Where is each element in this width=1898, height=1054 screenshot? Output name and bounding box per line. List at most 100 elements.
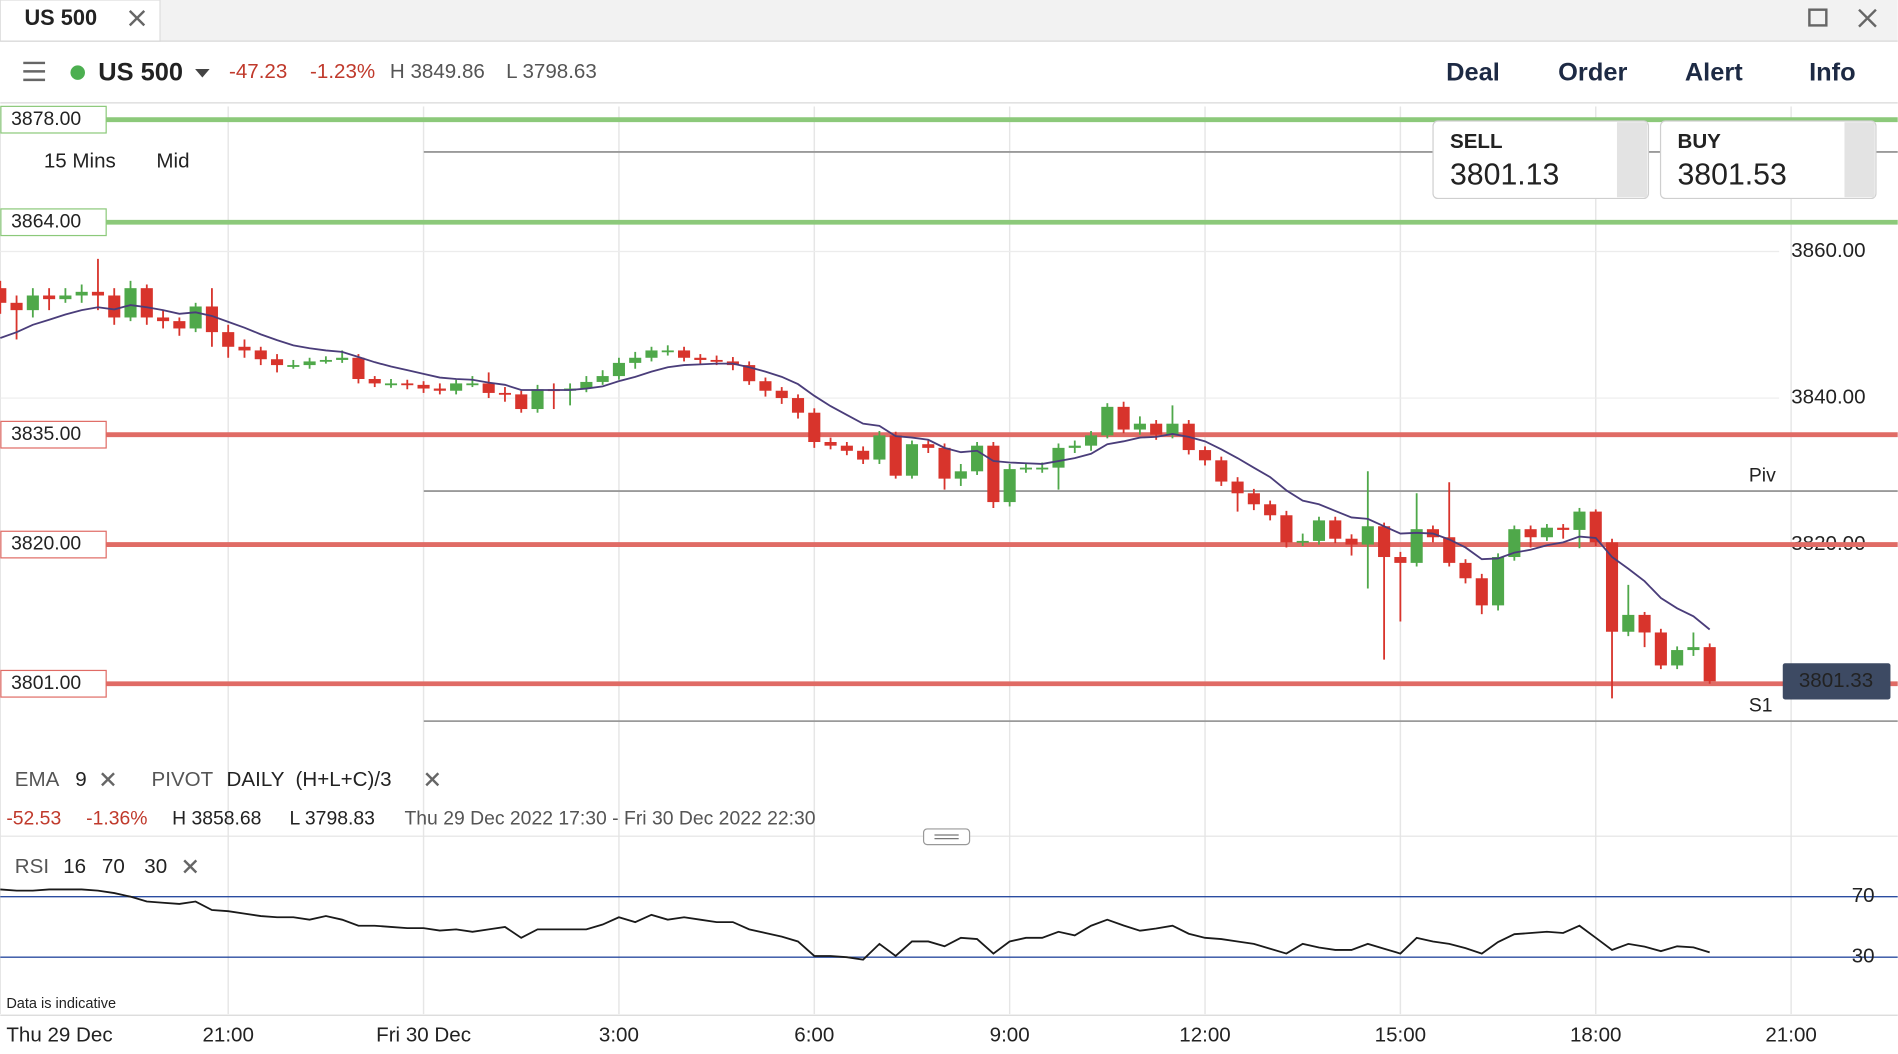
candle-body — [205, 306, 218, 333]
candle-body — [1410, 529, 1423, 563]
candle-body — [1036, 467, 1049, 470]
level-label: 3801.00 — [11, 672, 81, 694]
interval[interactable]: 15 Mins — [44, 150, 116, 173]
candle-body — [1068, 445, 1081, 448]
candle-body — [1312, 520, 1326, 541]
candle-body — [43, 295, 56, 300]
candle-body — [336, 357, 349, 360]
candle-body — [1687, 647, 1700, 651]
candle-body — [661, 350, 674, 353]
maximize-icon[interactable] — [1808, 8, 1828, 27]
level-label-box — [0, 420, 107, 449]
x-tick-label: 6:00 — [794, 1023, 834, 1046]
candle-body — [140, 288, 153, 318]
candle-body — [1329, 520, 1342, 539]
level-label-box — [0, 669, 107, 698]
candle-body — [1443, 537, 1456, 563]
level-label-box — [0, 208, 107, 237]
candle-body — [482, 383, 495, 393]
level-label: 3864.00 — [11, 210, 81, 232]
candle-body — [91, 291, 105, 296]
candle-body — [938, 447, 951, 479]
tab-bar — [0, 0, 1898, 42]
menu-item[interactable]: Order — [1558, 59, 1627, 87]
remove-indicator[interactable] — [183, 859, 198, 874]
remove-indicator[interactable] — [425, 772, 440, 787]
sell-button[interactable] — [1432, 120, 1650, 200]
candle-body — [791, 398, 805, 413]
tab-close-icon[interactable] — [128, 10, 146, 27]
candle-body — [1019, 467, 1032, 470]
window-close-icon[interactable] — [1858, 8, 1877, 28]
remove-indicator[interactable] — [101, 772, 115, 787]
x-tick-label: 21:00 — [1765, 1023, 1816, 1046]
dropdown-arrow[interactable] — [195, 68, 210, 78]
candle-body — [840, 445, 853, 451]
y-tick-label: 3860.00 — [1791, 239, 1865, 262]
change: -47.23 — [229, 60, 287, 83]
candle-body — [612, 362, 625, 377]
buy-label: BUY — [1677, 130, 1721, 153]
x-tick-label: 12:00 — [1179, 1023, 1230, 1046]
candle-body — [1133, 423, 1146, 430]
level-label-box — [0, 105, 107, 134]
pane-resize-handle[interactable] — [922, 828, 971, 846]
pivot-period: DAILY — [227, 768, 285, 791]
last-price-label: 3801.33 — [1799, 669, 1873, 692]
menu-item[interactable]: Info — [1809, 59, 1856, 87]
candle-body — [1280, 515, 1293, 543]
menu-icon[interactable] — [23, 61, 46, 82]
candle-body — [303, 361, 316, 366]
status-dot — [70, 65, 85, 80]
candle-body — [254, 350, 267, 360]
y-tick-label: 3840.00 — [1791, 385, 1865, 408]
candle-body — [157, 317, 170, 322]
price-type[interactable]: Mid — [156, 150, 189, 173]
period-low: L 3798.83 — [289, 807, 374, 829]
candle-body — [987, 445, 1000, 503]
buy-button[interactable] — [1659, 120, 1877, 200]
candle-body — [270, 359, 284, 366]
pivot-formula: (H+L+C)/3 — [296, 768, 392, 791]
candle-body — [1589, 511, 1602, 543]
x-tick-label: Thu 29 Dec — [6, 1023, 112, 1046]
instrument-name[interactable]: US 500 — [98, 59, 183, 87]
candle-body — [1671, 650, 1684, 666]
candle-body — [515, 394, 528, 410]
rsi-label: RSI — [15, 855, 49, 878]
candle-body — [1622, 614, 1635, 632]
menu-item[interactable]: Deal — [1446, 59, 1500, 87]
candle-body — [1540, 527, 1553, 538]
ema-period: 9 — [75, 768, 86, 791]
candle-body — [433, 388, 446, 391]
x-tick-label: 21:00 — [202, 1023, 253, 1046]
candle-body — [694, 357, 707, 360]
candle-body — [1508, 529, 1521, 558]
candle-body — [1247, 493, 1260, 505]
candle-body — [954, 471, 967, 479]
candle-body — [580, 381, 593, 389]
candle-body — [1150, 423, 1163, 435]
level-label: 3878.00 — [11, 108, 81, 130]
candle-body — [1361, 526, 1374, 545]
candle-body — [368, 379, 381, 384]
candle-body — [319, 359, 332, 362]
menu-item[interactable]: Alert — [1685, 59, 1743, 87]
last-price-tag — [1782, 663, 1891, 700]
tab-title: US 500 — [24, 5, 97, 30]
rsi-param: 30 — [144, 855, 167, 878]
rsi-param: 70 — [102, 855, 125, 878]
candle-body — [629, 357, 642, 363]
session-low: L 3798.63 — [506, 60, 597, 83]
candle-body — [0, 288, 7, 303]
candle-body — [1003, 469, 1016, 503]
period-range: Thu 29 Dec 2022 17:30 - Fri 30 Dec 2022 … — [404, 807, 815, 829]
pivot-label: PIVOT — [152, 768, 214, 791]
sell-price: 3801.13 — [1450, 159, 1559, 192]
pivot-label: Piv — [1749, 465, 1776, 487]
period-change-pct: -1.36% — [86, 807, 147, 829]
candle-body — [189, 306, 202, 329]
candle-body — [108, 295, 121, 318]
candle-body — [124, 288, 137, 318]
